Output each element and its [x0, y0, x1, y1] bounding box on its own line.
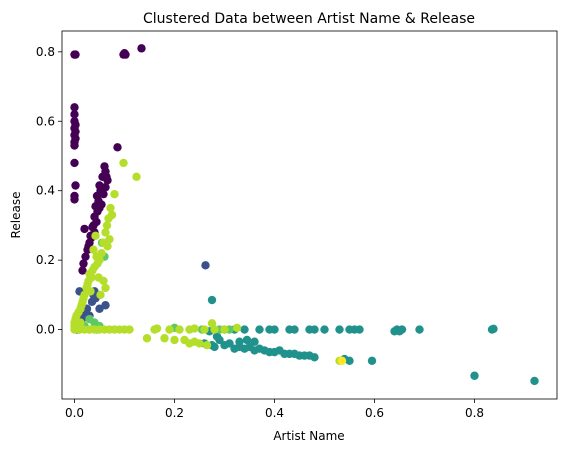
data-point	[110, 189, 119, 199]
data-point	[202, 340, 212, 350]
data-point	[201, 261, 210, 270]
data-point	[91, 231, 100, 241]
data-point	[106, 203, 115, 213]
x-axis-label: Artist Name	[273, 429, 344, 443]
data-point	[355, 325, 364, 334]
data-point	[95, 203, 104, 213]
x-tick-label: 0.0	[65, 406, 84, 420]
data-point	[96, 290, 105, 300]
data-point	[235, 337, 244, 346]
data-point	[345, 356, 354, 366]
y-tick-label: 0.0	[36, 323, 55, 337]
data-point	[175, 325, 184, 334]
data-point	[132, 172, 141, 182]
data-point	[99, 276, 108, 286]
data-point	[73, 321, 82, 331]
data-point	[195, 339, 204, 348]
x-tick-label: 0.2	[165, 406, 184, 420]
data-point	[102, 221, 112, 230]
data-point	[207, 295, 217, 305]
data-point	[415, 325, 424, 334]
data-point	[125, 325, 134, 334]
y-axis: 0.0 0.2 0.4 0.6 0.8	[36, 45, 62, 337]
data-point	[367, 356, 377, 366]
data-point	[250, 337, 259, 346]
data-point	[89, 245, 98, 254]
chart-title: Clustered Data between Artist Name & Rel…	[143, 11, 475, 27]
data-point	[70, 195, 79, 204]
data-point	[142, 334, 152, 343]
points-layer	[70, 44, 539, 386]
data-point	[220, 325, 229, 334]
data-point	[310, 353, 319, 362]
data-point	[102, 172, 111, 182]
data-point	[79, 259, 88, 268]
data-point	[87, 297, 97, 306]
y-tick-label: 0.2	[36, 253, 55, 267]
data-point	[470, 371, 479, 380]
data-point	[320, 325, 329, 334]
data-point	[530, 376, 539, 386]
data-point	[81, 252, 90, 261]
data-point	[225, 339, 234, 348]
data-point	[101, 283, 110, 293]
data-point	[170, 335, 179, 345]
y-axis-label: Release	[9, 192, 23, 239]
data-point	[290, 325, 299, 334]
data-point	[71, 181, 80, 190]
data-point	[190, 324, 199, 333]
data-point	[337, 356, 347, 366]
data-point	[77, 301, 86, 310]
data-point	[95, 304, 104, 313]
data-point	[121, 50, 130, 59]
data-point	[212, 332, 222, 341]
data-point	[70, 103, 79, 112]
data-point	[160, 334, 169, 343]
data-point	[113, 143, 122, 152]
data-point	[79, 294, 88, 303]
data-point	[92, 252, 101, 261]
data-point	[310, 325, 319, 334]
y-tick-label: 0.8	[36, 45, 55, 59]
data-point	[185, 339, 194, 348]
x-axis: 0.0 0.2 0.4 0.6 0.8	[65, 399, 484, 420]
data-point	[397, 325, 407, 334]
data-point	[70, 158, 79, 168]
y-tick-label: 0.6	[36, 114, 55, 128]
x-tick-label: 0.8	[465, 406, 484, 420]
data-point	[119, 158, 128, 168]
x-tick-label: 0.4	[265, 406, 284, 420]
x-tick-label: 0.6	[365, 406, 384, 420]
data-point	[200, 325, 209, 334]
data-point	[99, 189, 108, 199]
data-point	[99, 238, 108, 247]
data-point	[101, 228, 110, 237]
data-point	[70, 110, 79, 119]
data-point	[240, 325, 249, 334]
data-point	[137, 44, 146, 53]
data-point	[70, 141, 79, 150]
data-point	[71, 50, 80, 59]
data-point	[78, 266, 87, 275]
data-point	[242, 335, 252, 345]
data-point	[83, 280, 92, 289]
data-point	[232, 323, 242, 333]
data-point	[255, 325, 264, 334]
data-point	[86, 287, 95, 296]
data-point	[89, 221, 98, 230]
data-point	[210, 342, 219, 352]
data-point	[152, 324, 162, 333]
data-point	[335, 325, 344, 334]
data-point	[489, 324, 498, 334]
data-point	[104, 214, 113, 223]
plot-frame	[61, 30, 558, 400]
y-tick-label: 0.4	[36, 184, 55, 198]
data-point	[80, 224, 89, 234]
data-point	[270, 325, 279, 334]
data-point	[165, 325, 174, 334]
data-point	[207, 319, 217, 328]
data-point	[101, 183, 110, 192]
